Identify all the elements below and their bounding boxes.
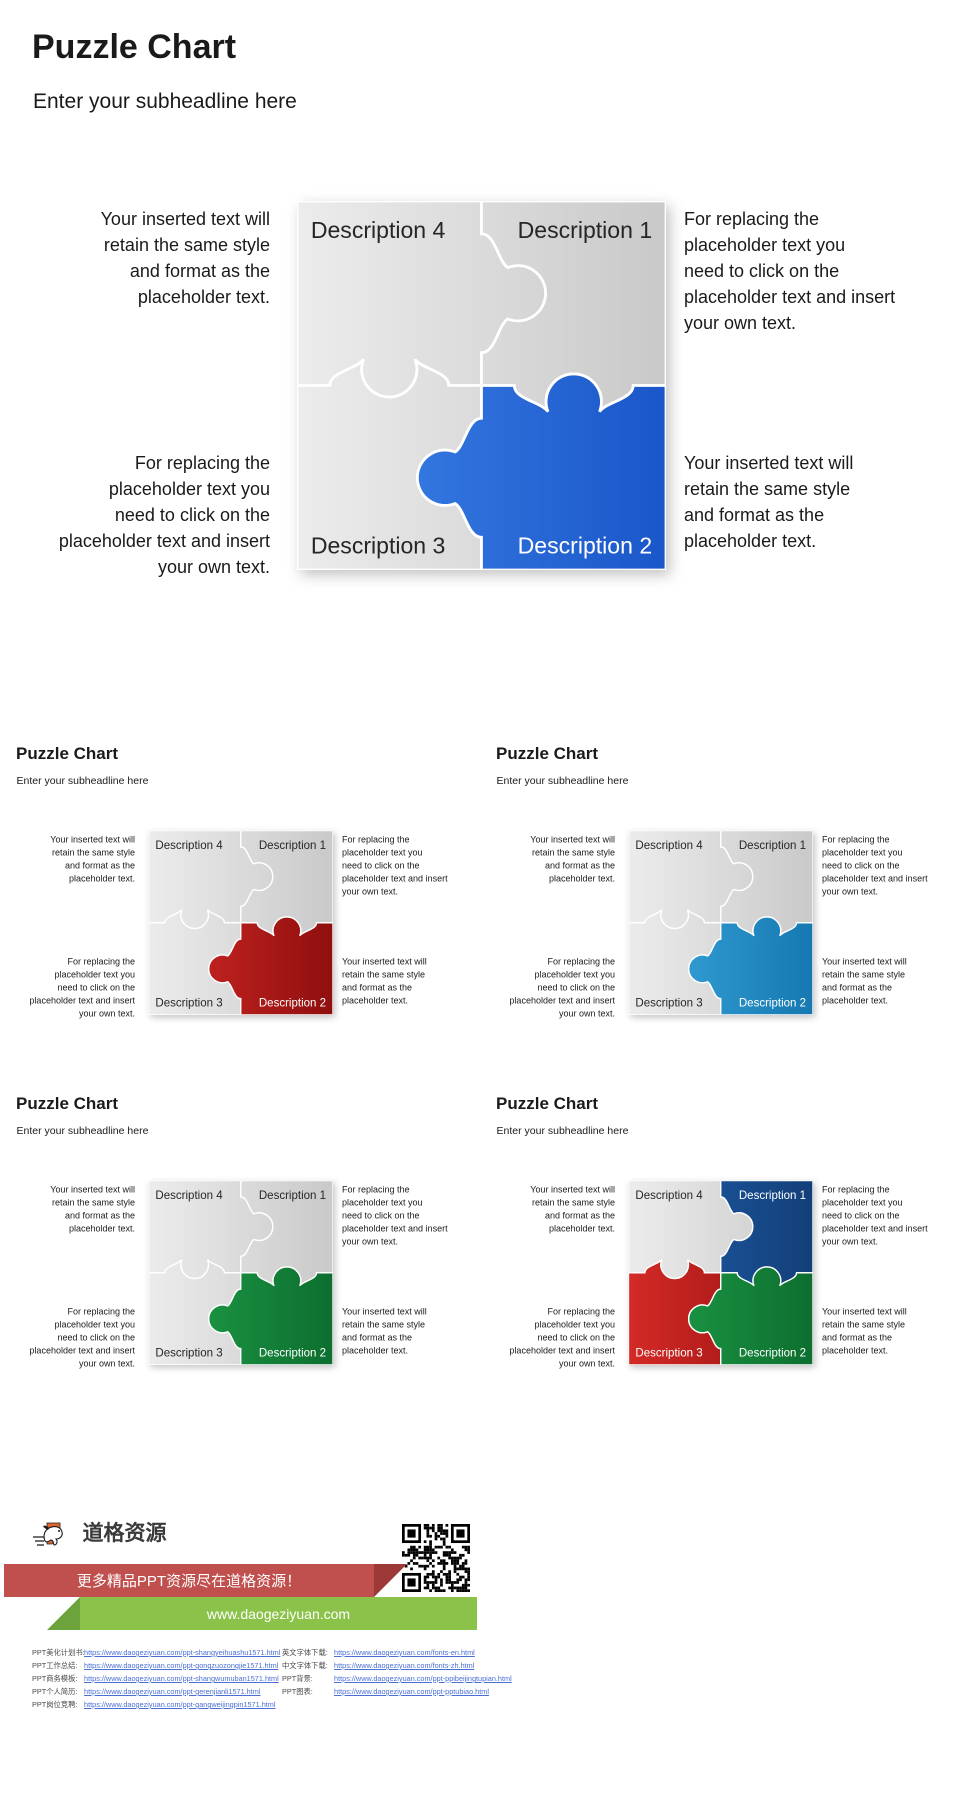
svg-text:Description 1: Description 1 [739,1190,806,1202]
svg-text:Description 3: Description 3 [311,532,446,558]
svg-text:Description 4: Description 4 [155,840,223,852]
svg-text:Description 1: Description 1 [259,1190,326,1202]
svg-text:Description 1: Description 1 [739,840,806,852]
svg-text:Description 4: Description 4 [635,1190,703,1202]
svg-text:Description 2: Description 2 [739,1348,806,1360]
svg-text:Description 4: Description 4 [155,1190,223,1202]
svg-text:Description 2: Description 2 [739,998,806,1010]
svg-text:Description 2: Description 2 [259,1348,326,1360]
svg-text:Description 2: Description 2 [259,998,326,1010]
svg-text:Description 3: Description 3 [635,998,702,1010]
svg-text:Description 4: Description 4 [311,217,446,243]
svg-text:Description 3: Description 3 [155,1348,222,1360]
svg-text:Description 2: Description 2 [518,532,653,558]
svg-text:Description 1: Description 1 [518,217,653,243]
svg-text:Description 3: Description 3 [155,998,222,1010]
svg-text:Description 4: Description 4 [635,840,703,852]
svg-text:Description 1: Description 1 [259,840,326,852]
svg-text:Description 3: Description 3 [635,1348,702,1360]
